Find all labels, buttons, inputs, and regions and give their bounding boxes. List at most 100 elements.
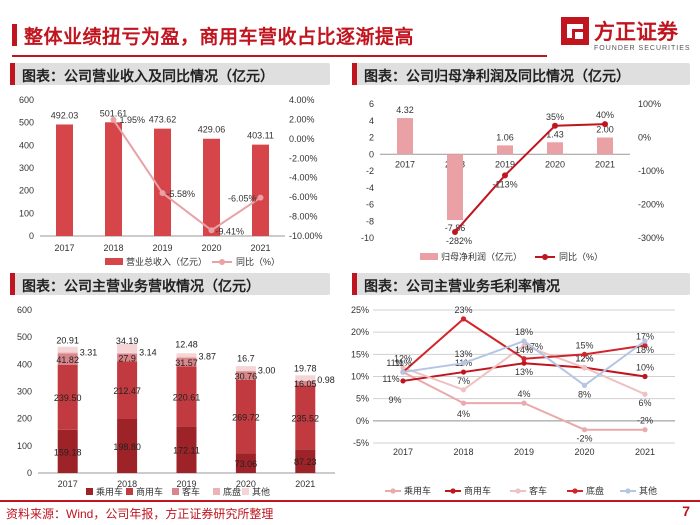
margin-point <box>642 338 648 344</box>
margin-label: 13% <box>454 349 472 359</box>
segment-bar-2 <box>295 380 316 386</box>
segment-bar-2 <box>176 357 197 367</box>
panel-header-revenue: 图表：公司营业收入及同比情况（亿元） <box>10 63 330 85</box>
legend-swatch <box>126 488 133 495</box>
legend-marker <box>390 488 396 494</box>
bar-value-label: 4.32 <box>396 105 414 115</box>
margin-label: 6% <box>638 398 651 408</box>
x-tick-label: 2017 <box>54 243 74 253</box>
bar-value-label: -7.86 <box>445 223 466 233</box>
x-tick-label: 2021 <box>250 243 270 253</box>
segment-bar-1 <box>235 379 256 454</box>
legend-label: 客车 <box>529 485 547 496</box>
y2-tick-label: -6.00% <box>289 192 318 202</box>
margin-label: 9% <box>388 395 401 405</box>
legend-swatch <box>213 488 220 495</box>
y-tick-label: 400 <box>17 359 32 369</box>
netprofit-bar <box>497 145 513 155</box>
bar-value-label: 1.43 <box>546 129 564 139</box>
segment-bar-4 <box>295 375 316 381</box>
logo-english-name: FOUNDER SECURITIES <box>594 45 691 52</box>
yoy-label: 35% <box>546 112 564 122</box>
margin-point <box>521 356 527 362</box>
legend-label: 归母净利润（亿元） <box>441 251 522 262</box>
segment-label: 0.98 <box>317 375 335 385</box>
segment-label: 16.05 <box>294 379 317 389</box>
yoy-point <box>159 190 166 197</box>
segment-label: 34.19 <box>116 336 139 346</box>
yoy-point <box>452 228 458 235</box>
margin-point <box>400 365 406 371</box>
x-tick-label: 2019 <box>495 159 515 169</box>
legend-swatch-bar <box>420 253 438 260</box>
segment-bar-1 <box>57 364 78 430</box>
margin-point <box>581 382 588 388</box>
segment-label: 3.31 <box>80 347 98 357</box>
segment-bar-2 <box>235 371 256 380</box>
segment-bar-0 <box>295 449 316 473</box>
margin-label: 17% <box>525 341 543 351</box>
yoy-line <box>454 123 606 233</box>
y-tick-label: 200 <box>17 414 32 424</box>
y-tick-label: -4 <box>366 183 374 193</box>
y-tick-label: 300 <box>17 387 32 397</box>
x-tick-label: 2021 <box>635 447 655 457</box>
segment-label: 269.72 <box>232 413 260 423</box>
bar-value-label: 429.06 <box>198 125 226 135</box>
margin-label: 17% <box>636 331 654 341</box>
x-tick-label: 2019 <box>514 447 534 457</box>
legend-marker <box>542 254 548 260</box>
bar-value-label: 492.03 <box>51 110 79 120</box>
y-tick-label: 5% <box>356 394 369 404</box>
segment-bar-1 <box>295 385 316 450</box>
margin-point <box>460 360 467 366</box>
panel-title-segments: 图表：公司主营业务营收情况（亿元） <box>22 278 260 294</box>
segment-label: 73.06 <box>235 459 258 469</box>
y-tick-label: 4 <box>369 116 374 126</box>
x-tick-label: 2018 <box>103 243 123 253</box>
bar-value-label: 1.06 <box>496 132 514 142</box>
x-tick-label: 2018 <box>453 447 473 457</box>
revenue-bar <box>252 144 269 236</box>
yoy-label: -5.58% <box>167 189 196 199</box>
margin-label: -2% <box>637 416 653 426</box>
y-tick-label: 6 <box>369 99 374 109</box>
revenue-bar <box>154 128 171 236</box>
segment-label: 198.80 <box>113 442 141 452</box>
margin-point <box>460 369 467 375</box>
yoy-point <box>208 227 215 234</box>
legend-marker <box>515 488 521 494</box>
logo-chinese-name: 方正证券 <box>594 21 678 44</box>
x-tick-label: 2019 <box>176 479 196 489</box>
legend-label: 商用车 <box>464 485 491 496</box>
bar-value-label: 2.00 <box>596 125 614 135</box>
segment-bar-3 <box>117 352 138 354</box>
page-number: 7 <box>682 503 690 519</box>
footer-rule <box>0 500 700 502</box>
segment-label: 41.82 <box>56 355 79 365</box>
y-tick-label: 0 <box>29 231 34 241</box>
margin-point <box>642 391 648 397</box>
y2-tick-label: 4.00% <box>289 95 315 105</box>
segment-label: 212.47 <box>113 386 141 396</box>
revenue-chart: 0 100 200 300 400 500 600 4.00% 2.00% 0.00% -2.00%… <box>19 95 323 267</box>
yoy-point <box>552 122 558 129</box>
legend-marker <box>219 259 225 265</box>
segment-label: 159.18 <box>54 447 82 457</box>
segment-bar-0 <box>235 453 256 473</box>
segment-bar-4 <box>117 343 138 353</box>
company-logo: 方正证券 FOUNDER SECURITIES <box>560 16 690 60</box>
segment-bar-1 <box>176 366 197 427</box>
segment-label: 31.57 <box>175 358 198 368</box>
page-title: 整体业绩扭亏为盈，商用车营收占比逐渐提高 <box>24 27 415 48</box>
y2-tick-label: -10.00% <box>289 231 323 241</box>
segments-chart: 0 100 200 300 400 500 600 2017 159.18 239.50 41.82… <box>17 305 335 497</box>
segment-label: 172.11 <box>173 446 200 456</box>
y-tick-label: 2 <box>369 133 374 143</box>
netprofit-bar <box>597 137 613 155</box>
yoy-label: -6.05% <box>228 194 257 204</box>
segment-bar-3 <box>176 356 197 358</box>
segment-bar-4 <box>57 346 78 353</box>
x-tick-label: 2019 <box>152 243 172 253</box>
margin-label: 15% <box>575 340 593 350</box>
